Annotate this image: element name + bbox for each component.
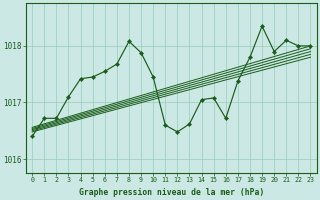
X-axis label: Graphe pression niveau de la mer (hPa): Graphe pression niveau de la mer (hPa) [79,188,264,197]
